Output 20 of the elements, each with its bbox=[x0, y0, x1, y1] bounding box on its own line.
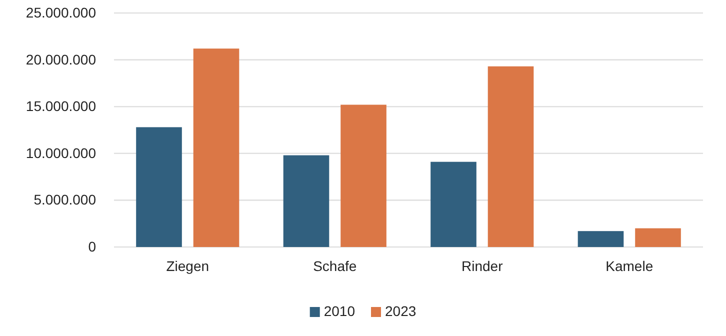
x-tick-label: Schafe bbox=[313, 258, 357, 274]
y-tick-label: 25.000.000 bbox=[26, 4, 96, 20]
bar bbox=[578, 231, 624, 247]
legend-label: 2023 bbox=[385, 303, 416, 319]
y-tick-label: 15.000.000 bbox=[26, 98, 96, 114]
x-tick-label: Kamele bbox=[606, 258, 654, 274]
y-tick-label: 20.000.000 bbox=[26, 51, 96, 68]
bar bbox=[340, 104, 386, 247]
legend-label: 2010 bbox=[324, 303, 356, 319]
x-tick-label: Ziegen bbox=[166, 258, 210, 274]
y-tick-label: 0 bbox=[88, 238, 96, 254]
bar bbox=[488, 66, 534, 247]
x-tick-label: Rinder bbox=[462, 258, 504, 274]
bar bbox=[283, 155, 330, 247]
y-tick-label: 10.000.000 bbox=[26, 144, 96, 161]
bar bbox=[635, 228, 681, 247]
bar bbox=[430, 162, 476, 247]
bar bbox=[136, 127, 182, 247]
bar bbox=[193, 48, 240, 247]
y-tick-label: 5.000.000 bbox=[34, 192, 96, 208]
